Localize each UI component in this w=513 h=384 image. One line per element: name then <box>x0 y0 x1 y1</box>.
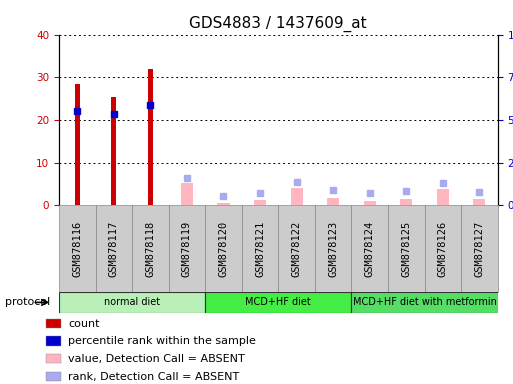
Bar <box>315 205 351 292</box>
Bar <box>437 189 449 205</box>
Text: percentile rank within the sample: percentile rank within the sample <box>68 336 256 346</box>
Text: GSM878124: GSM878124 <box>365 220 374 277</box>
Bar <box>254 200 266 205</box>
Bar <box>461 205 498 292</box>
Text: GSM878120: GSM878120 <box>219 220 228 277</box>
Bar <box>46 336 62 346</box>
Bar <box>46 319 62 328</box>
Bar <box>205 292 351 313</box>
Text: GSM878125: GSM878125 <box>401 220 411 277</box>
Bar <box>351 292 498 313</box>
Text: GSM878119: GSM878119 <box>182 220 192 277</box>
Bar <box>111 96 116 205</box>
Bar <box>46 354 62 363</box>
Text: GSM878126: GSM878126 <box>438 220 448 277</box>
Bar <box>388 205 424 292</box>
Bar <box>46 372 62 381</box>
Bar <box>278 205 315 292</box>
Text: MCD+HF diet with metformin: MCD+HF diet with metformin <box>352 297 497 308</box>
Text: GSM878121: GSM878121 <box>255 220 265 277</box>
Text: normal diet: normal diet <box>104 297 160 308</box>
Bar <box>59 292 205 313</box>
Bar <box>148 69 153 205</box>
Bar <box>95 205 132 292</box>
Bar <box>169 205 205 292</box>
Bar <box>473 199 485 205</box>
Text: GSM878116: GSM878116 <box>72 220 82 277</box>
Text: GSM878123: GSM878123 <box>328 220 338 277</box>
Text: GSM878122: GSM878122 <box>291 220 302 277</box>
Text: GSM878127: GSM878127 <box>475 220 484 277</box>
Text: count: count <box>68 319 100 329</box>
Text: protocol: protocol <box>5 297 50 308</box>
Bar <box>181 183 193 205</box>
Bar <box>132 205 169 292</box>
Bar <box>364 201 376 205</box>
Text: MCD+HF diet: MCD+HF diet <box>245 297 311 308</box>
Bar <box>290 189 303 205</box>
Bar <box>327 198 339 205</box>
Bar <box>59 205 95 292</box>
Bar <box>351 205 388 292</box>
Text: GSM878118: GSM878118 <box>145 220 155 277</box>
Text: GSM878117: GSM878117 <box>109 220 119 277</box>
Bar <box>242 205 278 292</box>
Bar <box>424 205 461 292</box>
Bar <box>205 205 242 292</box>
Text: value, Detection Call = ABSENT: value, Detection Call = ABSENT <box>68 354 245 364</box>
Bar <box>75 84 80 205</box>
Bar <box>400 199 412 205</box>
Bar <box>218 203 229 205</box>
Text: rank, Detection Call = ABSENT: rank, Detection Call = ABSENT <box>68 372 240 382</box>
Title: GDS4883 / 1437609_at: GDS4883 / 1437609_at <box>189 16 367 32</box>
